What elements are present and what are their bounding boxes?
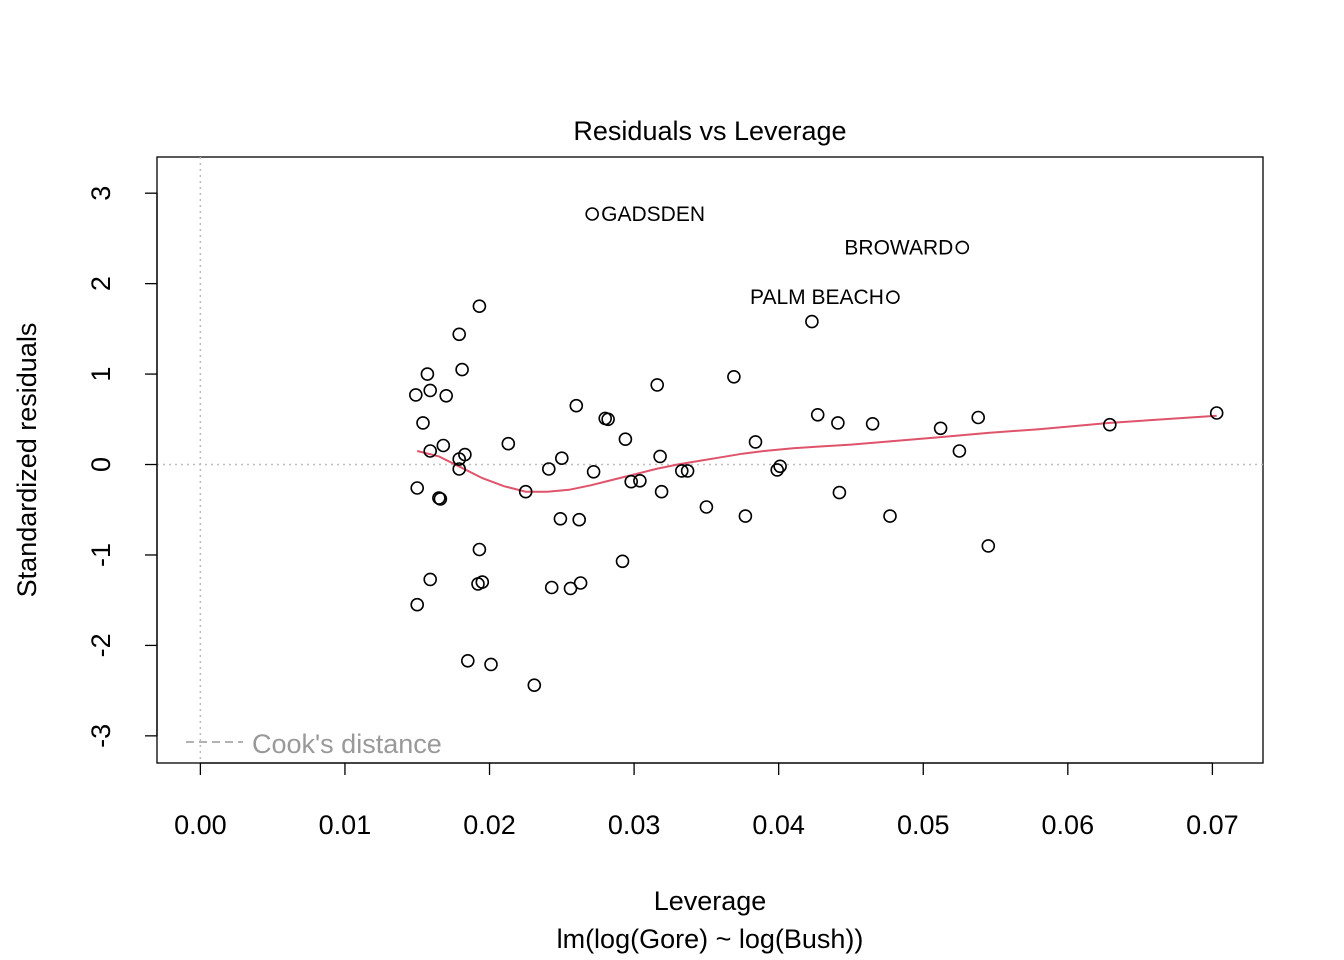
y-tick-label: 2 (86, 276, 116, 291)
data-point (831, 416, 845, 430)
data-point (423, 444, 438, 458)
data-point (952, 444, 967, 458)
data-point (475, 575, 490, 589)
y-tick-label: -2 (86, 633, 116, 657)
data-point (572, 512, 587, 527)
point-label: PALM BEACH (750, 286, 884, 309)
y-tick-label: -1 (86, 543, 116, 567)
data-point (633, 473, 647, 488)
data-point (573, 576, 588, 590)
legend: Cook's distance (186, 729, 442, 759)
x-tick-label: 0.05 (897, 810, 950, 840)
data-point (460, 653, 475, 668)
data-point (674, 464, 689, 478)
chart-subtitle: lm(log(Gore) ~ log(Bush)) (557, 924, 864, 954)
data-point (455, 362, 469, 377)
data-point (654, 484, 669, 499)
data-point (585, 207, 600, 221)
data-point (770, 463, 785, 477)
data-point (773, 459, 787, 474)
data-point (544, 580, 559, 595)
data-point (832, 485, 847, 500)
x-tick-label: 0.07 (1186, 810, 1239, 840)
data-point (624, 474, 639, 489)
data-point (518, 484, 533, 499)
data-point (601, 412, 615, 427)
x-axis: 0.00 0.01 0.02 0.03 0.04 0.05 0.06 0.07 (174, 762, 1239, 840)
y-axis-label: Standardized residuals (12, 323, 42, 598)
data-point (410, 597, 425, 612)
data-point (805, 314, 819, 329)
y-tick-label: 1 (86, 367, 116, 382)
data-point (541, 462, 556, 476)
y-tick-label: -3 (86, 724, 116, 748)
data-point (653, 449, 667, 464)
data-point (452, 327, 467, 342)
data-point (615, 554, 630, 569)
data-point (484, 657, 498, 672)
data-point (971, 410, 986, 425)
x-tick-label: 0.00 (174, 810, 227, 840)
data-point (472, 299, 487, 314)
data-point (420, 367, 435, 381)
data-point (1103, 417, 1117, 432)
chart-title: Residuals vs Leverage (573, 116, 846, 146)
point-label: GADSDEN (601, 203, 705, 226)
data-point (501, 436, 516, 451)
point-labels-layer: GADSDEN BROWARD PALM BEACH (601, 203, 953, 309)
data-point (1209, 406, 1224, 420)
data-point (410, 481, 425, 495)
data-point (433, 492, 448, 506)
data-point (423, 383, 438, 398)
data-point (933, 421, 948, 436)
data-point (408, 388, 423, 402)
data-point (472, 542, 487, 557)
x-tick-label: 0.02 (463, 810, 516, 840)
x-axis-label: Leverage (654, 886, 767, 916)
data-point (886, 290, 900, 305)
data-point (738, 509, 753, 523)
data-point (569, 398, 584, 413)
data-point (527, 678, 542, 693)
smooth-line-layer (416, 414, 1217, 493)
data-point (618, 432, 633, 447)
y-tick-label: 3 (86, 186, 116, 201)
data-point (699, 500, 714, 514)
data-point (436, 438, 451, 453)
y-tick-label: 0 (86, 457, 116, 472)
smooth-line (416, 414, 1217, 493)
data-point (553, 511, 568, 526)
data-point (452, 452, 467, 466)
data-point (981, 539, 996, 553)
data-point (452, 462, 467, 476)
data-point (416, 416, 430, 430)
data-point (727, 369, 741, 384)
data-point (883, 509, 897, 523)
data-point (423, 572, 438, 587)
data-point (810, 407, 825, 422)
x-tick-label: 0.03 (608, 810, 661, 840)
x-tick-label: 0.04 (752, 810, 805, 840)
data-point (680, 464, 695, 478)
data-point (586, 464, 601, 479)
legend-label: Cook's distance (252, 729, 442, 759)
data-point (439, 388, 454, 403)
y-axis: -3 -2 -1 0 1 2 3 (86, 186, 158, 748)
x-tick-label: 0.06 (1042, 810, 1095, 840)
points-layer (408, 207, 1224, 693)
data-point (865, 416, 880, 431)
data-point (748, 435, 763, 449)
point-label: BROWARD (844, 236, 953, 259)
data-point (650, 378, 665, 392)
x-tick-label: 0.01 (319, 810, 372, 840)
data-point (554, 451, 569, 466)
reference-lines (157, 157, 1263, 763)
data-point (955, 240, 970, 255)
